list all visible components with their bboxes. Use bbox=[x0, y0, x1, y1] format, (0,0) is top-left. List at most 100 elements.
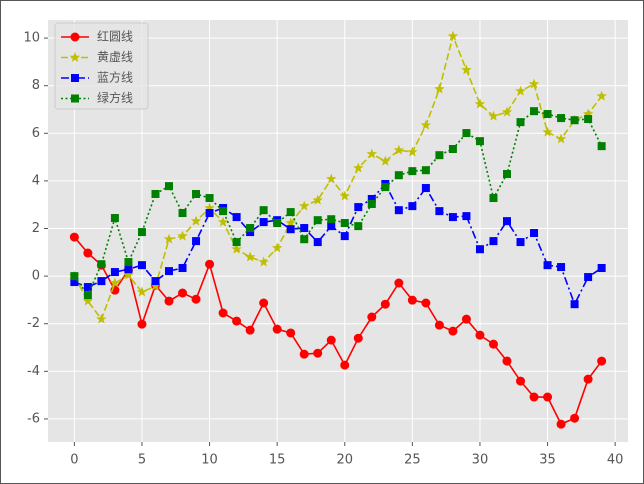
marker bbox=[70, 278, 79, 287]
marker bbox=[583, 374, 593, 384]
marker bbox=[516, 118, 525, 127]
marker bbox=[71, 74, 79, 82]
marker bbox=[245, 325, 255, 335]
marker bbox=[190, 215, 202, 226]
marker bbox=[124, 258, 133, 267]
marker bbox=[488, 339, 498, 349]
marker bbox=[165, 182, 174, 191]
marker bbox=[124, 265, 133, 274]
marker bbox=[69, 232, 79, 242]
marker bbox=[570, 300, 579, 309]
marker bbox=[219, 207, 228, 216]
marker bbox=[367, 199, 376, 208]
marker bbox=[137, 228, 146, 237]
marker bbox=[205, 194, 214, 203]
legend-label: 红圆线 bbox=[97, 29, 133, 44]
marker bbox=[340, 232, 349, 241]
marker bbox=[191, 294, 201, 304]
x-tick-label: 0 bbox=[70, 453, 78, 468]
x-tick-label: 10 bbox=[201, 453, 218, 468]
marker bbox=[313, 238, 322, 247]
series-line bbox=[74, 182, 603, 307]
marker bbox=[69, 52, 81, 62]
marker bbox=[516, 238, 525, 247]
legend-box bbox=[54, 22, 149, 110]
marker bbox=[421, 184, 430, 193]
y-tick-label: 4 bbox=[32, 173, 40, 188]
marker bbox=[231, 243, 242, 254]
marker bbox=[597, 142, 606, 151]
marker bbox=[474, 98, 486, 109]
series-line bbox=[73, 236, 603, 426]
marker bbox=[584, 115, 593, 124]
marker bbox=[543, 110, 552, 119]
marker bbox=[542, 126, 553, 137]
x-tick-label: 40 bbox=[607, 453, 624, 468]
marker bbox=[71, 94, 79, 103]
marker bbox=[570, 116, 579, 125]
marker bbox=[353, 162, 364, 173]
marker bbox=[300, 235, 309, 244]
marker bbox=[259, 218, 268, 227]
marker bbox=[313, 348, 323, 358]
marker bbox=[434, 83, 445, 94]
marker bbox=[192, 237, 201, 246]
marker bbox=[597, 264, 606, 273]
marker bbox=[272, 324, 282, 334]
marker bbox=[530, 107, 539, 116]
marker bbox=[83, 283, 92, 292]
marker bbox=[178, 264, 187, 273]
marker bbox=[475, 330, 485, 340]
marker bbox=[164, 296, 174, 306]
marker bbox=[286, 225, 295, 234]
marker bbox=[218, 308, 228, 318]
marker bbox=[367, 312, 377, 322]
marker bbox=[244, 251, 256, 262]
legend-label: 蓝方线 bbox=[97, 70, 133, 85]
y-tick-label: 0 bbox=[32, 269, 40, 284]
marker bbox=[489, 237, 498, 246]
series-line bbox=[73, 33, 603, 321]
marker bbox=[70, 32, 80, 42]
marker bbox=[475, 137, 484, 146]
y-tick-label: 8 bbox=[32, 78, 40, 93]
marker bbox=[151, 189, 160, 198]
x-tick-label: 20 bbox=[336, 453, 353, 468]
marker bbox=[557, 263, 566, 272]
marker bbox=[461, 314, 471, 324]
marker bbox=[421, 166, 430, 175]
marker bbox=[300, 224, 309, 233]
marker bbox=[448, 213, 457, 222]
x-tick-label: 35 bbox=[539, 453, 556, 468]
marker bbox=[501, 106, 513, 117]
marker bbox=[340, 360, 350, 370]
marker bbox=[380, 155, 391, 166]
marker bbox=[286, 328, 296, 338]
marker bbox=[299, 349, 309, 359]
marker bbox=[70, 272, 79, 281]
marker bbox=[326, 173, 337, 184]
marker bbox=[462, 129, 471, 138]
marker bbox=[407, 295, 417, 305]
marker bbox=[165, 267, 174, 276]
x-tick-label: 5 bbox=[138, 453, 146, 468]
marker bbox=[489, 194, 498, 203]
legend-label: 黄虚线 bbox=[97, 50, 133, 64]
marker bbox=[448, 326, 458, 336]
marker bbox=[394, 278, 404, 288]
marker bbox=[273, 219, 282, 228]
marker bbox=[461, 64, 472, 75]
marker bbox=[232, 238, 241, 247]
marker bbox=[435, 207, 444, 216]
marker bbox=[502, 356, 512, 366]
marker bbox=[150, 280, 161, 291]
marker bbox=[151, 277, 160, 286]
marker bbox=[528, 78, 540, 89]
marker bbox=[475, 245, 484, 254]
marker bbox=[192, 189, 201, 198]
marker bbox=[488, 110, 499, 121]
marker bbox=[246, 224, 255, 233]
marker bbox=[178, 209, 187, 218]
